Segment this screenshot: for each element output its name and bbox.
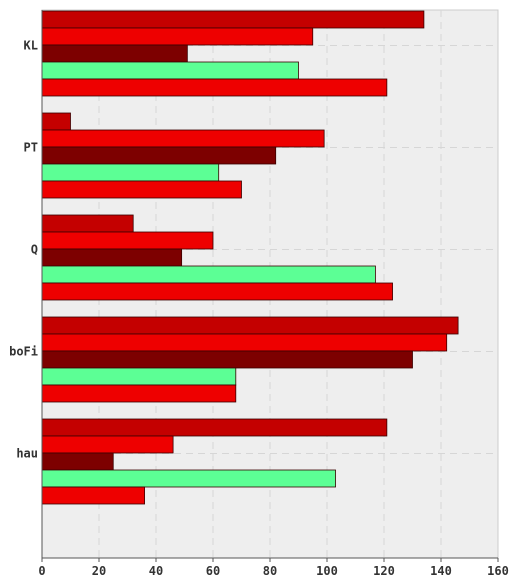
x-tick-label: 120 <box>373 564 395 578</box>
category-label: boFi <box>9 345 38 359</box>
bar <box>41 248 183 267</box>
bar <box>41 265 376 284</box>
bar <box>41 435 174 454</box>
x-tick-label: 140 <box>430 564 452 578</box>
bar <box>41 452 114 471</box>
bar <box>41 316 459 335</box>
bar <box>41 163 220 182</box>
x-tick-label: 20 <box>92 564 106 578</box>
bar <box>41 418 388 437</box>
bar <box>41 214 134 233</box>
x-tick-labels: 0 20 40 60 80 100 120 140 160 <box>38 564 508 578</box>
bar <box>41 231 214 250</box>
x-tick-label: 0 <box>38 564 45 578</box>
bar <box>41 469 336 488</box>
x-tick-label: 160 <box>487 564 509 578</box>
bar <box>41 384 237 403</box>
bar <box>41 44 188 63</box>
bar <box>41 27 314 46</box>
bar <box>41 333 448 352</box>
x-tick-label: 40 <box>149 564 163 578</box>
bar <box>41 367 237 386</box>
category-label: Q <box>31 243 38 257</box>
axes <box>41 10 499 562</box>
bar <box>41 146 277 165</box>
x-tick-label: 100 <box>316 564 338 578</box>
bar <box>41 112 71 131</box>
bar <box>41 350 413 369</box>
bar <box>41 180 242 199</box>
category-label: hau <box>16 447 38 461</box>
category-label: KL <box>24 39 38 53</box>
bar <box>41 282 393 301</box>
category-label: PT <box>24 141 38 155</box>
bar <box>41 129 325 148</box>
bar <box>41 61 299 80</box>
bar <box>41 10 425 29</box>
bar <box>41 78 388 97</box>
x-tick-label: 80 <box>263 564 277 578</box>
x-tick-label: 60 <box>206 564 220 578</box>
bar <box>41 486 145 505</box>
bars <box>41 10 459 505</box>
